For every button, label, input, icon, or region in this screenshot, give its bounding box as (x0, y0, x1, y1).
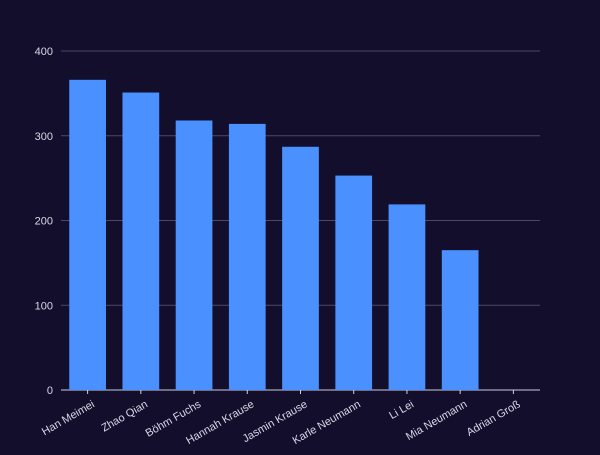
bar (122, 92, 160, 390)
bar (388, 204, 426, 390)
bar (228, 123, 266, 390)
x-tick-label: Adrian Groß (465, 398, 523, 438)
bar (175, 120, 213, 391)
y-tick-label: 0 (47, 385, 53, 397)
y-tick-label: 100 (35, 300, 53, 312)
x-tick-label: Han Meimei (40, 398, 97, 438)
x-tick-label: Zhao Qian (99, 398, 149, 434)
y-tick-label: 300 (35, 131, 53, 143)
bar (335, 175, 373, 390)
y-tick-label: 200 (35, 216, 53, 228)
bar (441, 250, 479, 390)
bar (282, 146, 319, 390)
x-tick-label: Li Lei (387, 398, 416, 422)
bar (69, 79, 106, 390)
y-tick-label: 400 (35, 46, 53, 58)
